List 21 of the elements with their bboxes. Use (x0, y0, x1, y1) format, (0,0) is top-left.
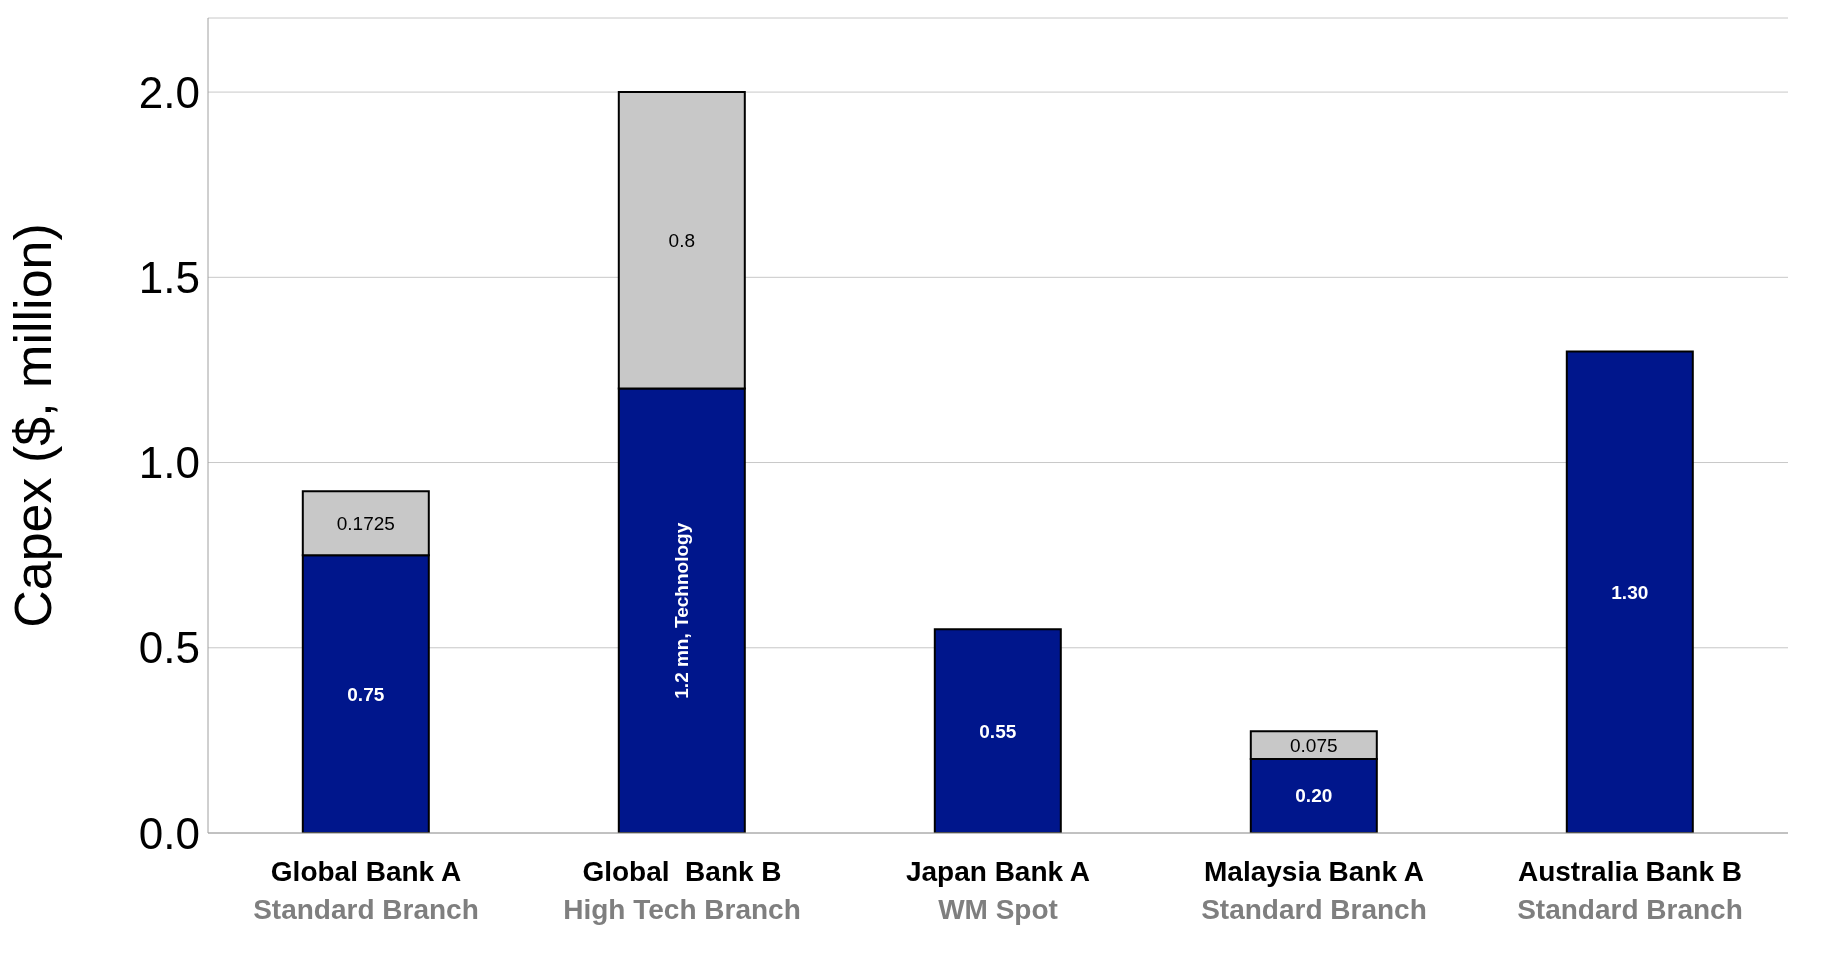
x-tick-label: Global Bank B High Tech Branch (563, 856, 801, 925)
y-tick-label: 0.5 (138, 623, 200, 673)
y-tick-label: 2.0 (138, 67, 200, 117)
data-label: 0.8 (668, 229, 696, 251)
data-label: 1.2 mn, Technology (671, 522, 693, 699)
y-axis-title: Capex ($, million) (4, 223, 63, 628)
data-label: 0.20 (1295, 785, 1333, 807)
y-tick-label: 1.0 (138, 438, 200, 488)
x-tick-label: Malaysia Bank A Standard Branch (1201, 856, 1427, 925)
bar (1565, 350, 1694, 833)
y-tick-label: 0.0 (138, 808, 200, 858)
x-tick-label: Australia Bank B Standard Branch (1517, 856, 1743, 925)
data-label: 0.75 (347, 683, 385, 705)
y-tick-label: 1.5 (138, 252, 200, 302)
x-tick-label: Japan Bank A WM Spot (905, 856, 1091, 925)
data-label: 0.1725 (336, 512, 395, 534)
bar (933, 628, 1062, 833)
data-label: 0.55 (979, 720, 1017, 742)
data-label: 1.30 (1611, 581, 1649, 603)
x-tick-label: Global Bank A Standard Branch (253, 856, 479, 925)
data-label: 0.075 (1290, 734, 1338, 756)
